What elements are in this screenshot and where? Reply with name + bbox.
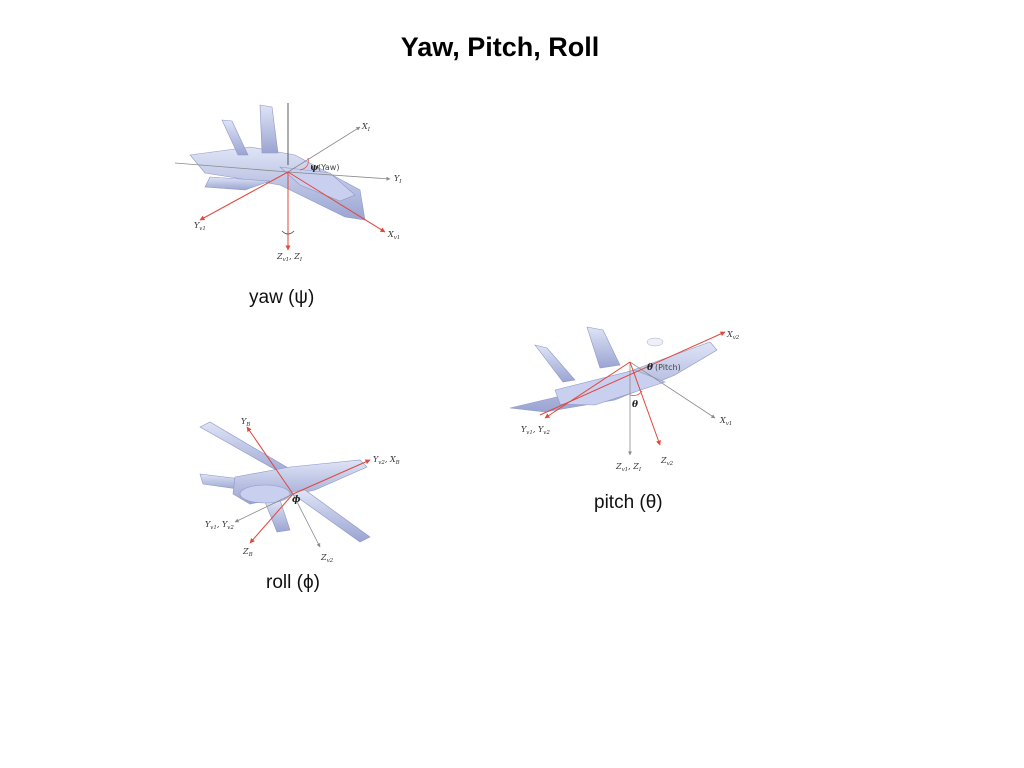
svg-text:YI: YI bbox=[394, 174, 402, 185]
svg-text:Zv1, ZI: Zv1, ZI bbox=[615, 462, 642, 473]
svg-text:Xv1: Xv1 bbox=[719, 416, 732, 427]
svg-text:XI: XI bbox=[361, 122, 371, 133]
pitch-diagram: θ (Pitch) θ Xv2 Xv1 Yv1, Yv2 Zv1, ZI Zv2 bbox=[505, 320, 775, 480]
yaw-z-axis-label: Z bbox=[276, 252, 283, 261]
svg-text:YB: YB bbox=[241, 417, 250, 428]
pitch-y-label: Y bbox=[521, 425, 527, 434]
yaw-y-inertial-label: Y bbox=[394, 174, 400, 183]
yaw-x-inertial-label: X bbox=[361, 122, 368, 131]
yaw-annotation: (Yaw) bbox=[318, 163, 339, 172]
roll-diagram: ϕ YB Yv2, XB Yv1, Yv2 ZB Zv2 bbox=[195, 412, 410, 567]
slide-title: Yaw, Pitch, Roll bbox=[400, 32, 600, 62]
roll-y-v1-label: Y bbox=[205, 520, 211, 529]
svg-text:Zv2: Zv2 bbox=[320, 553, 334, 564]
svg-text:Zv2: Zv2 bbox=[660, 456, 674, 467]
roll-aircraft bbox=[199, 421, 371, 543]
yaw-symbol: ψ bbox=[310, 163, 319, 173]
yaw-aircraft bbox=[189, 104, 366, 221]
yaw-diagram: ψ (Yaw) XI YI Yv1 Xv1 Zv1, ZI bbox=[150, 95, 450, 270]
roll-y-b-label: Y bbox=[241, 417, 247, 426]
pitch-angle-symbol: θ bbox=[632, 400, 638, 410]
svg-text:Xv1: Xv1 bbox=[387, 230, 400, 241]
yaw-caption: yaw (ψ) bbox=[249, 287, 315, 308]
roll-z-b-label: Z bbox=[242, 547, 249, 556]
svg-text:Yv1, Yv2: Yv1, Yv2 bbox=[205, 520, 234, 531]
pitch-annotation: (Pitch) bbox=[655, 363, 681, 372]
pitch-caption: pitch (θ) bbox=[594, 492, 663, 513]
svg-text:Yv1, Yv2: Yv1, Yv2 bbox=[521, 425, 550, 436]
pitch-z-v2-label: Z bbox=[660, 456, 667, 465]
yaw-y-vehicle-label: Y bbox=[194, 221, 200, 230]
svg-text:Yv1: Yv1 bbox=[194, 221, 206, 232]
roll-z-v2-label: Z bbox=[320, 553, 327, 562]
pitch-x-v2-label: X bbox=[726, 330, 733, 339]
svg-text:ZB: ZB bbox=[242, 547, 253, 558]
svg-text:Zv1, ZI: Zv1, ZI bbox=[276, 252, 303, 263]
yaw-x-vehicle-label: X bbox=[387, 230, 394, 239]
pitch-z-v1-label: Z bbox=[615, 462, 622, 471]
pitch-symbol: θ bbox=[647, 363, 653, 373]
svg-text:Xv2: Xv2 bbox=[726, 330, 740, 341]
svg-text:Yv2, XB: Yv2, XB bbox=[373, 455, 400, 466]
roll-y-v2-label: Y bbox=[373, 455, 379, 464]
pitch-x-v1-label: X bbox=[719, 416, 726, 425]
roll-symbol: ϕ bbox=[292, 495, 301, 505]
roll-caption: roll (ϕ) bbox=[266, 572, 320, 593]
